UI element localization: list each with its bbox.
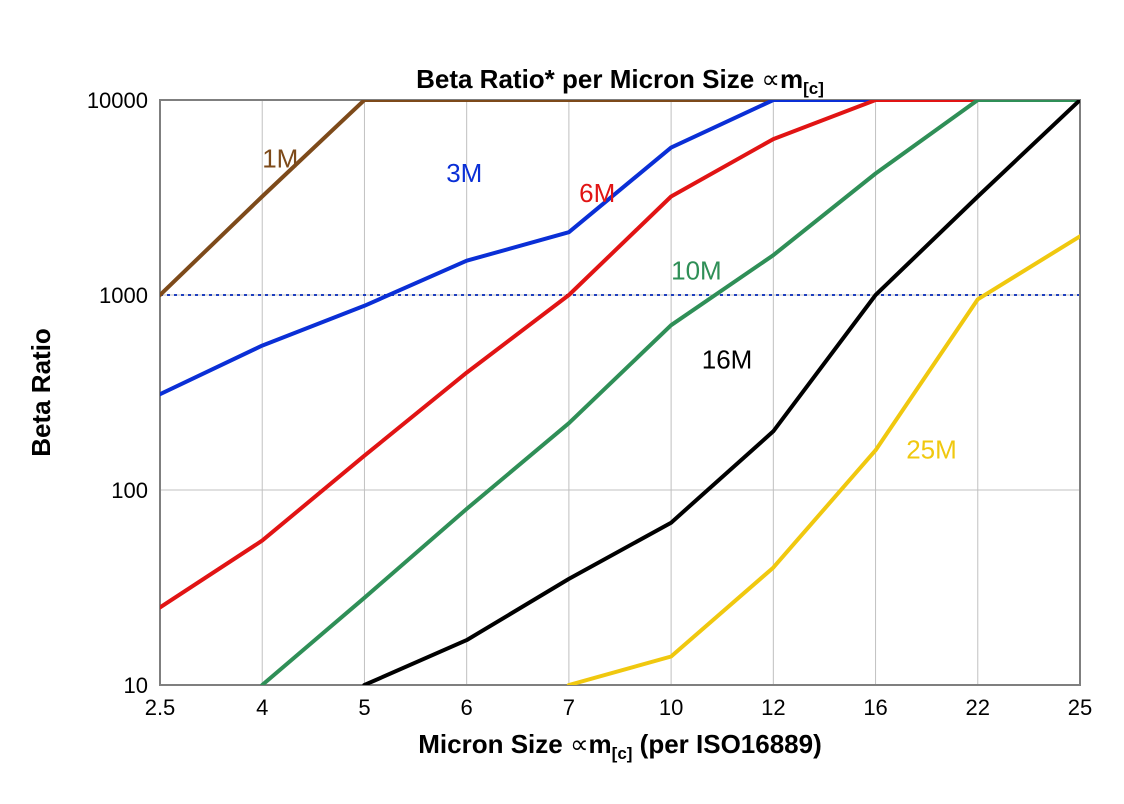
series-label-3M: 3M xyxy=(446,158,482,188)
y-tick-label: 100 xyxy=(111,478,148,503)
x-tick-label: 12 xyxy=(761,695,785,720)
y-tick-label: 10 xyxy=(124,673,148,698)
y-tick-label: 10000 xyxy=(87,88,148,113)
series-label-10M: 10M xyxy=(671,256,722,286)
y-tick-label: 1000 xyxy=(99,283,148,308)
x-tick-label: 10 xyxy=(659,695,683,720)
x-tick-label: 5 xyxy=(358,695,370,720)
series-label-6M: 6M xyxy=(579,178,615,208)
x-tick-label: 7 xyxy=(563,695,575,720)
chart-title: Beta Ratio* per Micron Size ∝m[c] xyxy=(416,64,824,98)
x-tick-label: 6 xyxy=(461,695,473,720)
series-label-16M: 16M xyxy=(702,344,753,374)
x-tick-label: 16 xyxy=(863,695,887,720)
x-tick-label: 2.5 xyxy=(145,695,176,720)
chart-canvas: 1M 3M 6M 10M 16M 25M 2.5 4 5 6 7 10 12 16 22 25 10 100 100… xyxy=(0,0,1124,804)
series-label-1M: 1M xyxy=(262,144,298,174)
x-tick-label: 25 xyxy=(1068,695,1092,720)
x-tick-label: 22 xyxy=(966,695,990,720)
x-tick-label: 4 xyxy=(256,695,268,720)
series-label-25M: 25M xyxy=(906,435,957,465)
y-axis-title: Beta Ratio xyxy=(26,328,56,457)
beta-ratio-chart: 1M 3M 6M 10M 16M 25M 2.5 4 5 6 7 10 12 16 22 25 10 100 100… xyxy=(0,0,1124,804)
